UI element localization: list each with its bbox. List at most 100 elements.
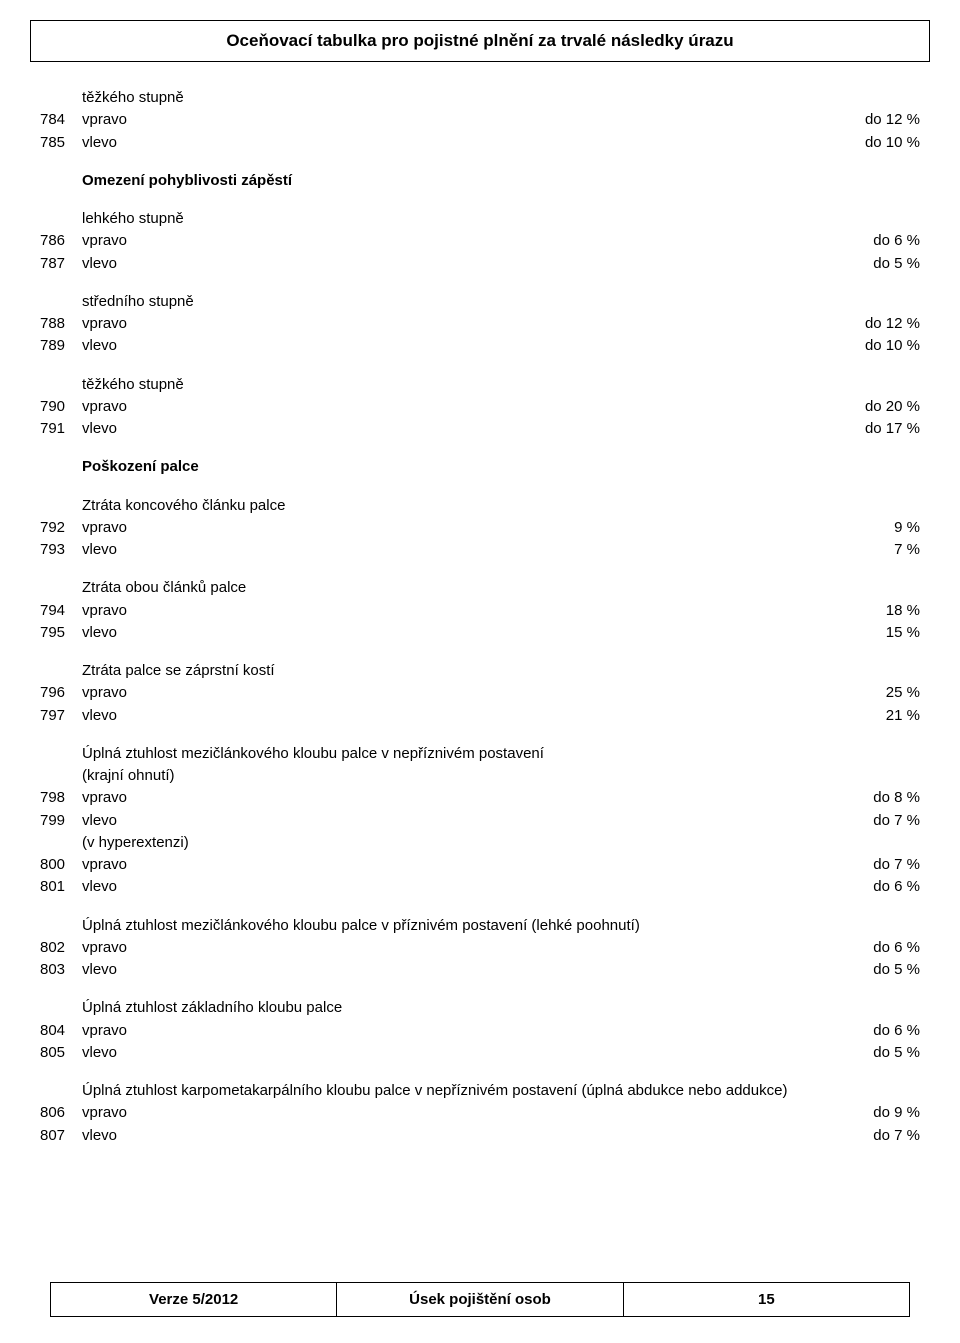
- row-number: 802: [40, 938, 82, 958]
- row-value: do 12 %: [830, 110, 920, 130]
- sub-heading-row: těžkého stupně: [40, 88, 920, 108]
- sub-heading: Úplná ztuhlost mezičlánkového kloubu pal…: [82, 916, 830, 936]
- sub-heading: Úplná ztuhlost mezičlánkového kloubu pal…: [82, 744, 830, 764]
- table-row: 790vpravodo 20 %: [40, 397, 920, 417]
- sub-heading: (v hyperextenzi): [82, 833, 830, 853]
- row-description: vpravo: [82, 397, 830, 417]
- row-value: do 7 %: [830, 811, 920, 831]
- row-number: 794: [40, 601, 82, 621]
- row-value: 21 %: [830, 706, 920, 726]
- section-heading: Omezení pohyblivosti zápěstí: [82, 171, 830, 191]
- row-value: do 10 %: [830, 336, 920, 356]
- row-description: vpravo: [82, 1021, 830, 1041]
- row-description: vlevo: [82, 960, 830, 980]
- item-group: Ztráta koncového článku palce792vpravo9 …: [40, 496, 920, 561]
- content-area: těžkého stupně784vpravodo 12 %785vlevodo…: [30, 88, 930, 1146]
- row-number: 788: [40, 314, 82, 334]
- sub-heading-row: těžkého stupně: [40, 375, 920, 395]
- row-value: do 6 %: [830, 1021, 920, 1041]
- row-description: vpravo: [82, 601, 830, 621]
- sub-heading-row: středního stupně: [40, 292, 920, 312]
- row-number: 795: [40, 623, 82, 643]
- table-row: 807vlevodo 7 %: [40, 1126, 920, 1146]
- row-number: 789: [40, 336, 82, 356]
- row-value: do 9 %: [830, 1103, 920, 1123]
- row-description: vpravo: [82, 683, 830, 703]
- table-row: 791vlevodo 17 %: [40, 419, 920, 439]
- row-number: 787: [40, 254, 82, 274]
- sub-heading-row: lehkého stupně: [40, 209, 920, 229]
- sub-heading-row: Ztráta koncového článku palce: [40, 496, 920, 516]
- row-description: vpravo: [82, 231, 830, 251]
- table-row: 784vpravodo 12 %: [40, 110, 920, 130]
- sub-heading-row: Úplná ztuhlost karpometakarpálního kloub…: [40, 1081, 920, 1101]
- item-group: těžkého stupně790vpravodo 20 %791vlevodo…: [40, 375, 920, 440]
- page: Oceňovací tabulka pro pojistné plnění za…: [0, 0, 960, 1343]
- row-value: 15 %: [830, 623, 920, 643]
- row-number: 785: [40, 133, 82, 153]
- table-row: 797vlevo21 %: [40, 706, 920, 726]
- sub-heading: Ztráta koncového článku palce: [82, 496, 830, 516]
- row-value: do 7 %: [830, 1126, 920, 1146]
- row-number: 804: [40, 1021, 82, 1041]
- page-title: Oceňovací tabulka pro pojistné plnění za…: [30, 20, 930, 62]
- sub-heading-row: (krajní ohnutí): [40, 766, 920, 786]
- item-group: Úplná ztuhlost mezičlánkového kloubu pal…: [40, 916, 920, 981]
- row-number: 805: [40, 1043, 82, 1063]
- row-number: 796: [40, 683, 82, 703]
- row-description: vlevo: [82, 877, 830, 897]
- row-description: vpravo: [82, 788, 830, 808]
- row-number: 790: [40, 397, 82, 417]
- row-description: vlevo: [82, 706, 830, 726]
- sub-heading: těžkého stupně: [82, 375, 830, 395]
- row-description: vpravo: [82, 938, 830, 958]
- item-group: Úplná ztuhlost mezičlánkového kloubu pal…: [40, 744, 920, 898]
- sub-heading-row: Úplná ztuhlost mezičlánkového kloubu pal…: [40, 916, 920, 936]
- row-number: 801: [40, 877, 82, 897]
- section-heading-group: Omezení pohyblivosti zápěstí: [40, 171, 920, 191]
- item-group: Ztráta palce se záprstní kostí796vpravo2…: [40, 661, 920, 726]
- section-heading-row: Poškození palce: [40, 457, 920, 477]
- table-row: 792vpravo9 %: [40, 518, 920, 538]
- row-description: vlevo: [82, 336, 830, 356]
- table-row: 788vpravodo 12 %: [40, 314, 920, 334]
- row-description: vlevo: [82, 623, 830, 643]
- row-description: vlevo: [82, 1126, 830, 1146]
- row-value: do 8 %: [830, 788, 920, 808]
- table-row: 805vlevodo 5 %: [40, 1043, 920, 1063]
- item-group: Úplná ztuhlost základního kloubu palce 80…: [40, 998, 920, 1063]
- row-number: 786: [40, 231, 82, 251]
- row-value: do 7 %: [830, 855, 920, 875]
- row-number: 806: [40, 1103, 82, 1123]
- table-row: 804vpravodo 6 %: [40, 1021, 920, 1041]
- row-number: 793: [40, 540, 82, 560]
- table-row: 806vpravodo 9 %: [40, 1103, 920, 1123]
- row-description: vlevo: [82, 254, 830, 274]
- sub-heading-row: (v hyperextenzi): [40, 833, 920, 853]
- item-group: Ztráta obou článků palce794vpravo18 %795…: [40, 578, 920, 643]
- row-number: 807: [40, 1126, 82, 1146]
- table-row: 798vpravodo 8 %: [40, 788, 920, 808]
- row-number: 799: [40, 811, 82, 831]
- row-number: 803: [40, 960, 82, 980]
- table-row: 800vpravodo 7 %: [40, 855, 920, 875]
- row-description: vpravo: [82, 110, 830, 130]
- footer-page-number: 15: [623, 1283, 909, 1317]
- sub-heading: Ztráta palce se záprstní kostí: [82, 661, 830, 681]
- sub-heading: středního stupně: [82, 292, 830, 312]
- table-row: 793vlevo7 %: [40, 540, 920, 560]
- row-value: do 20 %: [830, 397, 920, 417]
- sub-heading: Ztráta obou článků palce: [82, 578, 830, 598]
- row-value: do 5 %: [830, 1043, 920, 1063]
- table-row: 799vlevodo 7 %: [40, 811, 920, 831]
- row-value: do 10 %: [830, 133, 920, 153]
- row-description: vlevo: [82, 133, 830, 153]
- row-number: 792: [40, 518, 82, 538]
- sub-heading: (krajní ohnutí): [82, 766, 830, 786]
- footer-version: Verze 5/2012: [51, 1283, 337, 1317]
- sub-heading-row: Úplná ztuhlost základního kloubu palce: [40, 998, 920, 1018]
- footer-table: Verze 5/2012 Úsek pojištění osob 15: [50, 1282, 910, 1317]
- row-description: vpravo: [82, 518, 830, 538]
- row-value: do 17 %: [830, 419, 920, 439]
- sub-heading-row: Ztráta palce se záprstní kostí: [40, 661, 920, 681]
